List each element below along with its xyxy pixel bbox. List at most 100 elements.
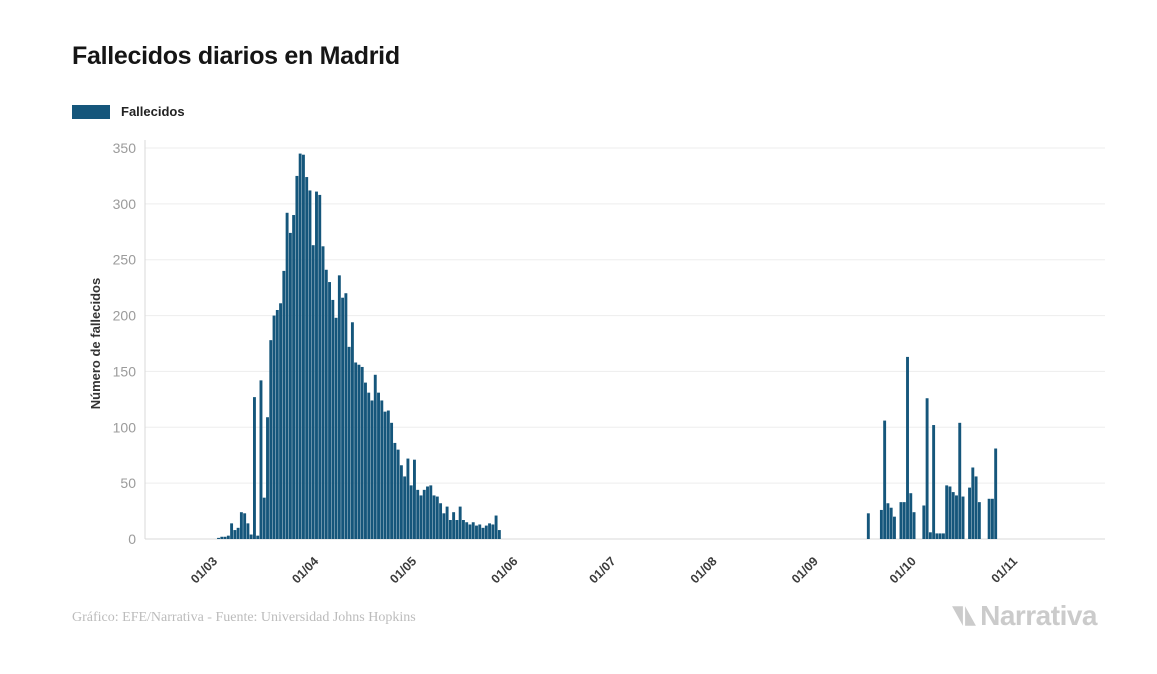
bar [390, 422, 394, 539]
bar [298, 153, 302, 539]
bar [262, 497, 266, 539]
x-tick-label: 01/05 [387, 554, 419, 586]
bar [223, 536, 227, 539]
bar [889, 507, 893, 539]
source-credit: Gráfico: EFE/Narrativa - Fuente: Univers… [72, 610, 416, 625]
bar [305, 177, 309, 540]
bar [468, 524, 472, 539]
bar [497, 530, 501, 539]
bar [292, 215, 296, 539]
y-tick-label: 200 [113, 308, 137, 324]
bar [354, 362, 358, 539]
bar [399, 465, 403, 539]
bar [315, 191, 318, 539]
bar [288, 232, 292, 539]
bar [977, 502, 981, 539]
bar [961, 496, 965, 539]
x-tick-label: 01/06 [489, 554, 521, 586]
bar [494, 515, 498, 539]
bar [230, 523, 234, 539]
bar [883, 420, 887, 539]
bar [220, 536, 224, 539]
bar [439, 503, 443, 539]
bar [360, 366, 364, 539]
bar [318, 194, 322, 540]
bar [406, 458, 410, 539]
legend-swatch [72, 104, 110, 119]
bar [331, 299, 335, 539]
y-tick-label: 50 [120, 475, 136, 491]
bar [301, 154, 305, 539]
bar [272, 315, 276, 539]
bar [893, 516, 896, 539]
page-title: Fallecidos diarios en Madrid [72, 42, 400, 70]
bar [364, 382, 367, 539]
chart-legend: Fallecidos [72, 104, 185, 119]
bar [948, 486, 952, 539]
legend-label: Fallecidos [121, 104, 185, 119]
bar [442, 513, 446, 539]
bar [941, 533, 945, 539]
bar [432, 495, 436, 539]
bar [419, 495, 423, 539]
bar [249, 534, 253, 539]
bar [256, 535, 260, 539]
bar [471, 522, 475, 539]
bar [922, 505, 926, 539]
bar [416, 489, 420, 539]
bar [275, 309, 279, 539]
bar [866, 513, 870, 539]
bar [396, 449, 400, 539]
bar [243, 513, 247, 539]
x-tick-label: 01/04 [289, 554, 321, 586]
x-tick-label: 01/10 [887, 554, 919, 586]
bar [429, 485, 433, 539]
y-tick-label: 0 [128, 531, 136, 547]
bar [311, 245, 315, 539]
bar [968, 487, 971, 539]
bar [295, 175, 299, 539]
bar [435, 496, 439, 539]
bar [285, 212, 289, 540]
bar [308, 190, 312, 539]
bar [246, 523, 250, 539]
y-tick-label: 250 [113, 252, 137, 268]
bar [974, 476, 978, 539]
y-tick-label: 350 [113, 140, 137, 156]
bar [491, 524, 495, 539]
x-tick-label: 01/08 [688, 554, 720, 586]
bar [458, 506, 462, 539]
bar [282, 270, 286, 539]
bar [909, 493, 913, 539]
bar [266, 417, 269, 539]
bar [413, 459, 416, 539]
bar [899, 502, 903, 539]
narrativa-logo: Narrativa [951, 600, 1097, 632]
bar [377, 392, 380, 539]
bar [337, 275, 341, 539]
bar [239, 512, 243, 539]
bar [328, 282, 331, 539]
y-axis-title: Número de fallecidos [88, 278, 103, 409]
x-tick-label: 01/03 [188, 554, 220, 586]
bar [879, 509, 883, 539]
bar [357, 364, 361, 539]
bar [347, 346, 351, 539]
bar [236, 527, 240, 539]
bar [481, 527, 485, 539]
bar [994, 448, 998, 539]
bar [370, 400, 374, 539]
bar [426, 486, 429, 539]
bar [461, 520, 465, 539]
bar [912, 512, 916, 539]
bar [484, 525, 488, 539]
bar [373, 374, 377, 539]
y-tick-label: 150 [113, 363, 137, 379]
bar [906, 356, 909, 539]
bar [990, 498, 994, 539]
y-tick-label: 100 [113, 419, 137, 435]
bar [955, 495, 958, 539]
bar [344, 293, 348, 539]
